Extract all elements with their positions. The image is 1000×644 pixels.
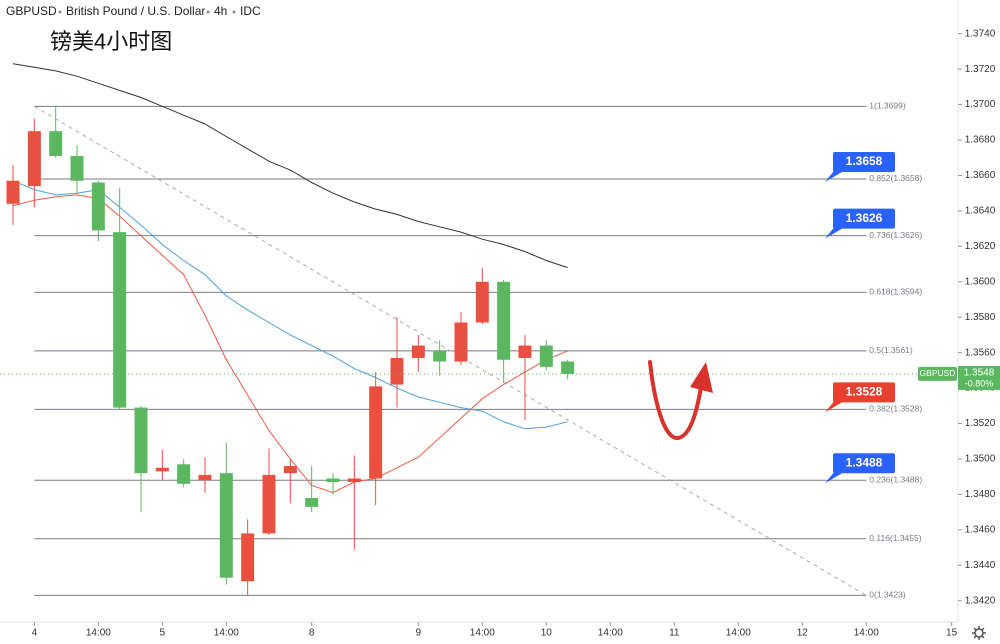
candle-body <box>70 155 84 181</box>
fib-label: 0.5(1.3561) <box>869 345 913 355</box>
interval: 4h <box>214 4 227 18</box>
candle-body <box>539 345 553 367</box>
y-tick-label: 1.3460 <box>965 524 996 535</box>
candle-body <box>326 478 340 483</box>
candle-body <box>497 281 511 360</box>
candle-body <box>369 386 383 479</box>
x-tick-label: 8 <box>309 628 315 639</box>
candle-body <box>305 497 319 507</box>
x-tick-label: 11 <box>669 628 680 639</box>
price-badge-label: 1.3488 <box>846 455 883 469</box>
candle-body <box>561 361 575 374</box>
price-badge <box>833 151 895 172</box>
y-tick-label: 1.3420 <box>965 595 996 606</box>
y-tick-label: 1.3740 <box>965 28 996 39</box>
price-badge <box>833 453 895 474</box>
y-tick-label: 1.3700 <box>965 99 996 110</box>
x-tick-label: 4 <box>32 628 38 639</box>
x-tick-label: 14:00 <box>726 628 751 639</box>
y-tick-label: 1.3580 <box>965 312 996 323</box>
candle-body <box>433 350 447 362</box>
x-tick-label: 15 <box>946 628 958 639</box>
price-badge <box>833 208 895 229</box>
candle-body <box>219 473 233 578</box>
symbol: GBPUSD <box>6 4 57 18</box>
x-tick-label: 14:00 <box>598 628 623 639</box>
y-tick-label: 1.3520 <box>965 418 996 429</box>
symbol-tag-label: GBPUSD <box>920 368 956 378</box>
y-tick-label: 1.3620 <box>965 241 996 252</box>
y-tick-label: 1.3560 <box>965 347 996 358</box>
price-badge-label: 1.3528 <box>846 385 883 399</box>
plot: 1.3420 1.3440 1.3460 1.3480 1.3500 1.3520 1.35… <box>0 28 1000 639</box>
candle-body <box>113 232 127 408</box>
drawn-arrow <box>648 360 704 440</box>
candle-body <box>198 474 212 481</box>
fib-label: 0.116(1.3455) <box>869 533 921 543</box>
y-tick-label: 1.3440 <box>965 560 996 571</box>
candle-body <box>347 478 361 483</box>
x-tick-label: 14:00 <box>214 628 239 639</box>
y-tick-label: 1.3680 <box>965 135 996 146</box>
settings-icon[interactable] <box>972 626 986 640</box>
moving-average <box>12 63 568 269</box>
separator <box>232 10 236 14</box>
fib-label: 0.852(1.3658) <box>869 173 922 183</box>
candle-body <box>454 322 468 362</box>
trendline <box>34 105 867 596</box>
symbol-tag <box>918 366 957 381</box>
x-tick-label: 12 <box>797 628 809 639</box>
y-tick-label: 1.3660 <box>965 170 996 181</box>
candle-body <box>241 533 255 582</box>
last-price-box <box>958 365 1000 390</box>
candle-body <box>155 467 169 472</box>
fib-label: 0.618(1.3594) <box>869 287 922 297</box>
x-tick-label: 10 <box>541 628 553 639</box>
price-change: -0.80% <box>965 378 994 388</box>
annotation: 镑美4小时图 <box>50 29 172 54</box>
price-badge <box>833 382 895 403</box>
fib-label: 0(1.3423) <box>869 590 906 600</box>
candle-body <box>518 345 532 358</box>
fib-label: 1(1.3699) <box>869 101 906 111</box>
price-badge-label: 1.3658 <box>846 154 883 168</box>
fib-label: 0.236(1.3488) <box>869 474 922 484</box>
y-tick-label: 1.3480 <box>965 489 996 500</box>
candle-body <box>390 357 404 385</box>
candle-body <box>27 131 41 187</box>
separator <box>58 10 62 14</box>
candle-body <box>475 281 489 323</box>
candle-body <box>91 182 105 231</box>
candle-body <box>6 180 20 204</box>
candle-body <box>49 131 63 156</box>
candle-body <box>134 407 148 474</box>
symbol-description: British Pound / U.S. Dollar <box>66 4 205 18</box>
candle-body <box>411 345 425 358</box>
x-tick-label: 9 <box>416 628 422 639</box>
x-tick-label: 14:00 <box>86 628 111 639</box>
x-tick-label: 14:00 <box>470 628 495 639</box>
y-tick-label: 1.3720 <box>965 64 996 75</box>
separator <box>206 10 210 14</box>
last-price-label: 1.3548 <box>964 368 995 379</box>
fib-label: 0.382(1.3528) <box>869 404 922 414</box>
candle-body <box>262 474 276 534</box>
x-tick-label: 5 <box>160 628 166 639</box>
fib-label: 0.736(1.3626) <box>869 230 922 240</box>
drawn-arrow-head <box>690 362 713 393</box>
x-tick-label: 14:00 <box>854 628 879 639</box>
y-tick-label: 1.3500 <box>965 454 996 465</box>
price-badge-label: 1.3626 <box>846 211 883 225</box>
y-tick-label: 1.3640 <box>965 206 996 217</box>
source: IDC <box>240 4 261 18</box>
candle-body <box>283 466 297 474</box>
candle-body <box>177 464 191 484</box>
moving-average <box>12 180 568 430</box>
y-tick-label: 1.3600 <box>965 276 996 287</box>
